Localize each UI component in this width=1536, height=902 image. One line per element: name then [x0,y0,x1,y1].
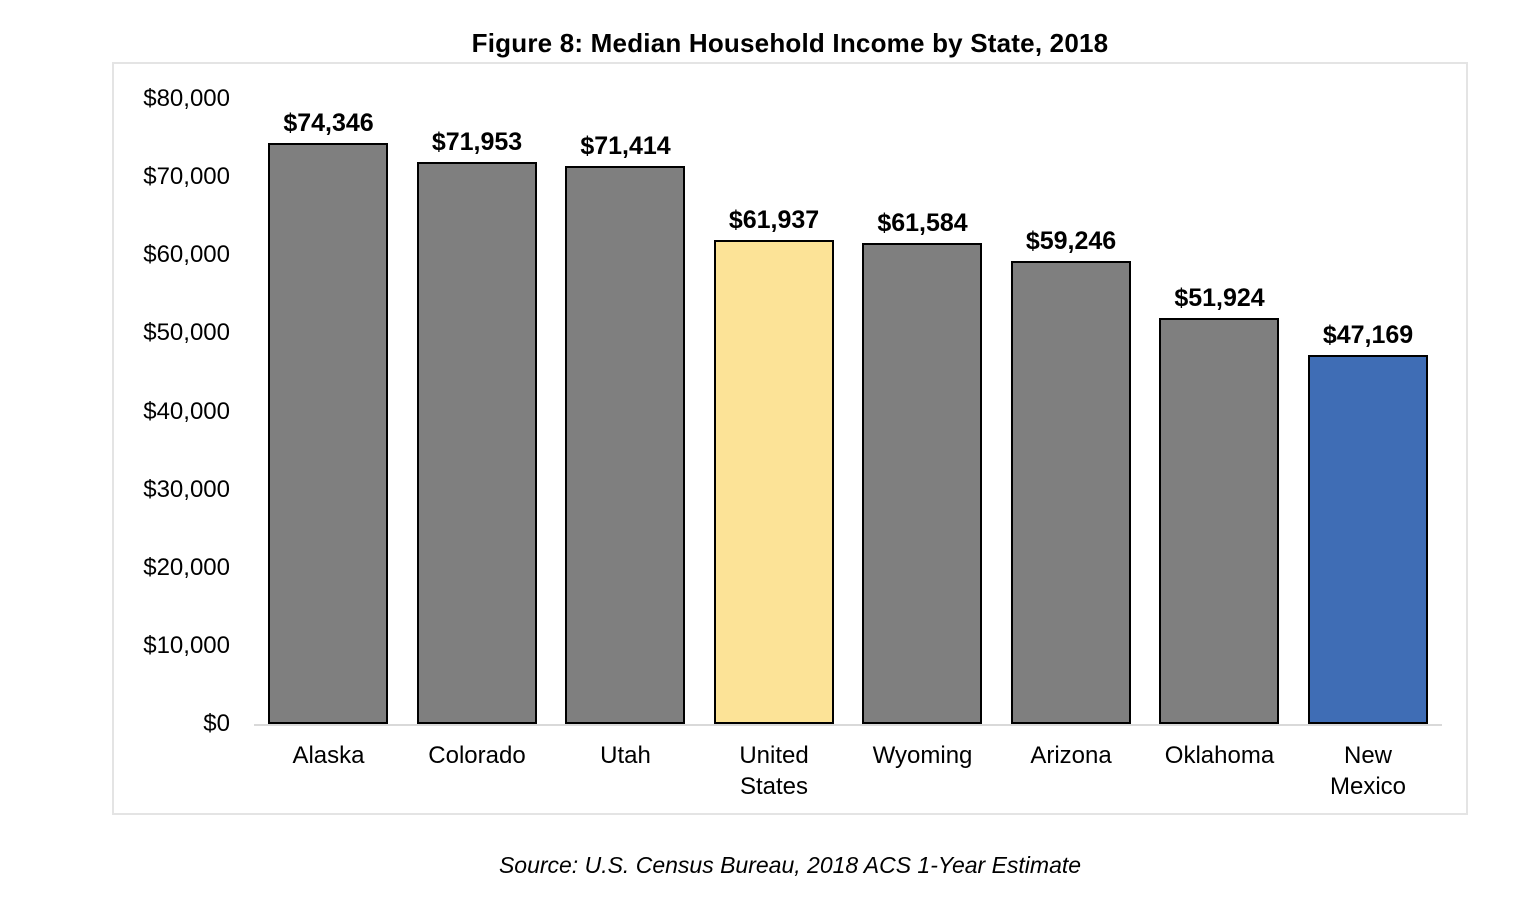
x-axis-tick-label: Alaska [292,742,365,769]
bar-value-label: $51,924 [1174,284,1265,312]
bar-alaska [268,143,389,724]
y-axis-tick-label: $20,000 [143,553,230,581]
x-axis-tick-label: New Mexico [1329,742,1407,800]
x-axis-tick-label: Arizona [1030,742,1112,769]
y-axis-tick-label: $30,000 [143,475,230,503]
bar-utah [565,166,686,724]
x-axis-tick-label: Oklahoma [1164,742,1275,769]
bar-value-label: $71,953 [431,128,523,156]
y-axis-tick-label: $80,000 [143,85,230,112]
y-axis-tick-label: $60,000 [143,241,230,269]
y-axis-tick-label: $0 [203,710,230,737]
chart-frame: $80,000 $70,000 $60,000 $50,000 $40,000 $30,0… [112,62,1468,815]
bar-value-label: $59,246 [1025,227,1117,255]
x-axis-tick-label: Utah [600,742,651,769]
x-axis-tick-label: Colorado [428,742,526,769]
bar-value-label: $47,169 [1322,321,1414,349]
x-axis-baseline [254,724,1442,726]
x-axis-tick-label: United States [739,742,809,800]
bar-colorado [416,162,537,724]
bar-value-label: $61,584 [877,209,968,237]
bar-wyoming [862,243,983,724]
y-axis-tick-label: $10,000 [143,631,230,659]
bar-united-states [713,240,834,724]
source-note: Source: U.S. Census Bureau, 2018 ACS 1-Y… [498,852,1082,878]
y-axis-tick-label: $70,000 [143,163,230,191]
chart-title: Figure 8: Median Household Income by Sta… [471,28,1109,58]
bar-value-label: $61,937 [728,206,820,234]
y-axis: $80,000 $70,000 $60,000 $50,000 $40,000 $30,0… [114,64,230,813]
y-axis-tick-label: $40,000 [143,397,230,425]
bar-new-mexico [1307,355,1428,724]
bar-oklahoma [1159,318,1280,724]
x-axis-tick-label: Wyoming [872,742,973,769]
y-axis-tick-label: $50,000 [143,319,230,347]
bar-value-label: $74,346 [283,109,374,137]
plot-area: $74,346 $71,953 $71,414 $61,937 $61,584 $59,2… [254,99,1442,726]
bar-arizona [1010,261,1131,724]
bar-value-label: $71,414 [580,132,671,160]
